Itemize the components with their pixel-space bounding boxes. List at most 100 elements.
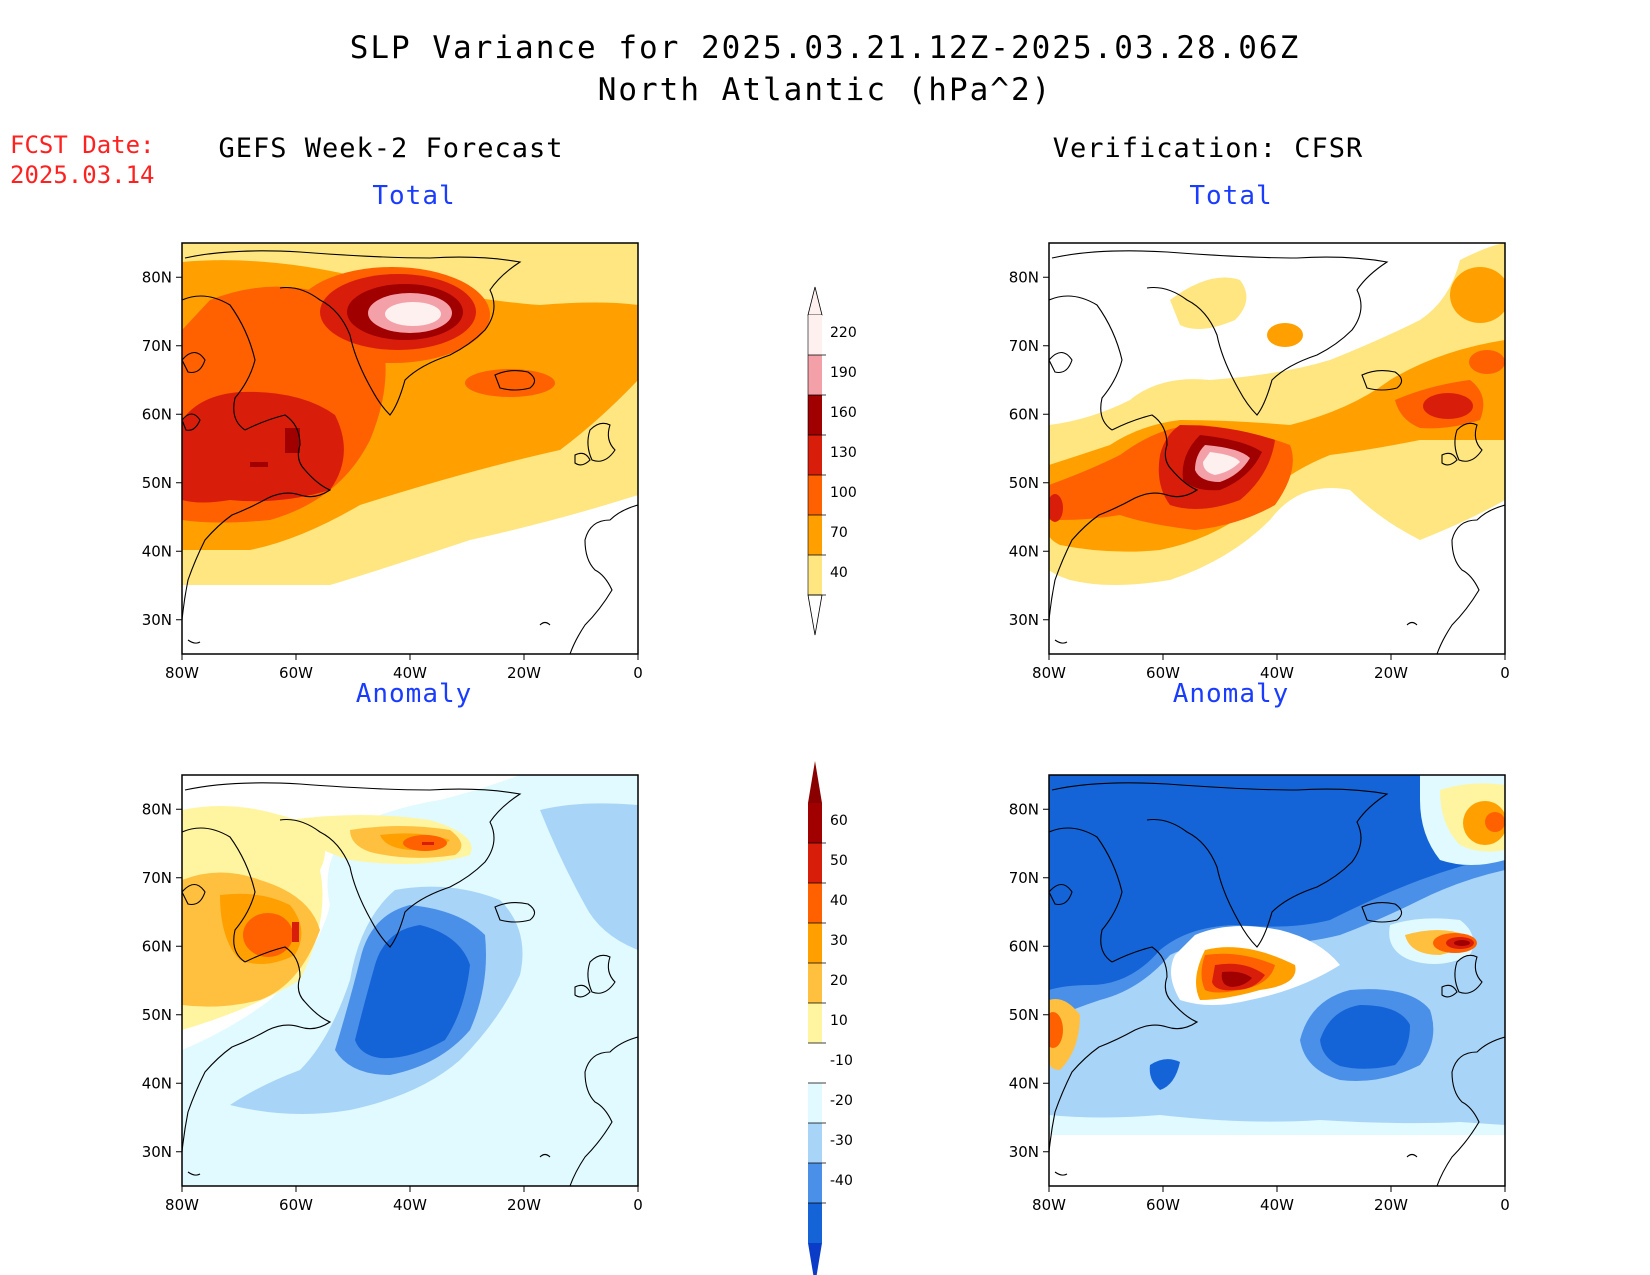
forecast-total-field [182,243,638,654]
verification-total-lat-label: 50N [1009,474,1039,492]
anomaly-colorbar-segment [808,803,822,843]
verification-total-lon-label: 40W [1260,664,1294,682]
verification-anomaly-lat-label: 70N [1009,869,1039,887]
verification-column-title: Verification: CFSR [1052,133,1364,164]
total-colorbar-segment [808,435,822,475]
verification-total-lat-label: 70N [1009,337,1039,355]
forecast-anomaly-subtitle: Anomaly [355,679,473,709]
anomaly-colorbar-segment [808,1123,822,1163]
verification-anomaly-lat-label: 50N [1009,1006,1039,1024]
verification-anomaly-lon-label: 80W [1032,1196,1066,1214]
total-colorbar-segment [808,315,822,355]
forecast-anomaly-lon-label: 20W [507,1196,541,1214]
anomaly-colorbar-segment [808,1083,822,1123]
total-colorbar-label: 40 [830,565,848,581]
verification-anomaly-lon-label: 20W [1374,1196,1408,1214]
verification-anomaly-field [1049,775,1505,1186]
anomaly-colorbar: 60 50 40 30 20 10 -10 -20 -30 -40 [808,761,853,1275]
anomaly-colorbar-bottom-cap [808,1243,822,1275]
forecast-anomaly-lat-label: 60N [142,937,172,955]
total-colorbar-label: 190 [830,365,857,381]
forecast-column-title: GEFS Week-2 Forecast [218,133,564,164]
anomaly-colorbar-label: 20 [830,973,848,989]
forecast-total-lon-label: 80W [165,664,199,682]
forecast-total-lat-label: 50N [142,474,172,492]
verification-anomaly-lon-label: 0 [1500,1196,1510,1214]
verification-total-lon-label: 60W [1146,664,1180,682]
verification-total-lat-label: 40N [1009,542,1039,560]
forecast-total-subtitle: Total [372,181,456,211]
anomaly-colorbar-label: -40 [830,1173,853,1189]
anomaly-colorbar-segment [808,1203,822,1243]
forecast-anomaly-lat-label: 80N [142,800,172,818]
anomaly-colorbar-label: 50 [830,853,848,869]
forecast-total-lon-label: 60W [279,664,313,682]
anomaly-colorbar-segment [808,963,822,1003]
total-colorbar-label: 70 [830,525,848,541]
forecast-anomaly-lon-label: 80W [165,1196,199,1214]
total-colorbar-segment [808,355,822,395]
verification-anomaly-lat-label: 30N [1009,1143,1039,1161]
verification-total-lat-label: 30N [1009,611,1039,629]
total-colorbar-segment [808,555,822,595]
anomaly-colorbar-segment [808,1163,822,1203]
verification-anomaly-lat-label: 40N [1009,1074,1039,1092]
verification-total-lat-label: 60N [1009,405,1039,423]
anomaly-colorbar-segment [808,883,822,923]
anomaly-colorbar-label: 40 [830,893,848,909]
verification-anomaly-coastlines [1049,782,1505,1186]
anomaly-colorbar-segment [808,1043,822,1083]
anomaly-colorbar-label: 60 [830,813,848,829]
total-colorbar-label: 100 [830,485,857,501]
verification-anomaly-lat-label: 80N [1009,800,1039,818]
forecast-total-lon-label: 40W [393,664,427,682]
forecast-anomaly-lat-label: 70N [142,869,172,887]
anomaly-colorbar-label: -30 [830,1133,853,1149]
forecast-total-coastlines [182,250,638,654]
anomaly-colorbar-segment [808,843,822,883]
main-title: SLP Variance for 2025.03.21.12Z-2025.03.… [349,30,1301,66]
forecast-total-map [181,242,639,655]
forecast-total-lat-label: 40N [142,542,172,560]
verification-anomaly-lon-label: 40W [1260,1196,1294,1214]
anomaly-colorbar-top-cap [808,761,822,803]
anomaly-colorbar-label: -10 [830,1053,853,1069]
axis-ticks: 80W 60W 40W 20W 0 80N 70N 60N 50N 40N 30N 80W 60W 40W… [142,268,1510,1214]
total-colorbar-segment [808,515,822,555]
forecast-anomaly-lat-label: 50N [142,1006,172,1024]
forecast-total-lat-label: 80N [142,268,172,286]
verification-total-field [1049,243,1505,654]
total-colorbar-label: 160 [830,405,857,421]
verification-anomaly-map [1048,774,1506,1187]
main-subtitle: North Atlantic (hPa^2) [597,72,1053,108]
verification-anomaly-lat-label: 60N [1009,937,1039,955]
anomaly-colorbar-label: -20 [830,1093,853,1109]
forecast-anomaly-lat-label: 30N [142,1143,172,1161]
verification-total-lat-label: 80N [1009,268,1039,286]
total-colorbar-label: 130 [830,445,857,461]
anomaly-colorbar-segment [808,1003,822,1043]
verification-anomaly-subtitle: Anomaly [1172,679,1290,709]
fcst-date-label: FCST Date: [10,131,155,159]
total-colorbar-label: 220 [830,325,857,341]
anomaly-colorbar-segment [808,923,822,963]
forecast-total-lon-label: 20W [507,664,541,682]
forecast-total-lat-label: 60N [142,405,172,423]
verification-total-map [1048,242,1506,655]
forecast-anomaly-lon-label: 40W [393,1196,427,1214]
forecast-anomaly-lon-label: 0 [633,1196,643,1214]
forecast-anomaly-field [182,775,638,1186]
forecast-total-lat-label: 70N [142,337,172,355]
forecast-anomaly-map [181,774,639,1187]
fcst-date-value: 2025.03.14 [10,161,155,189]
forecast-total-lat-label: 30N [142,611,172,629]
verification-total-lon-label: 0 [1500,664,1510,682]
total-colorbar-top-cap [807,286,823,316]
anomaly-colorbar-label: 30 [830,933,848,949]
anomaly-colorbar-label: 10 [830,1013,848,1029]
forecast-anomaly-lat-label: 40N [142,1074,172,1092]
verification-total-coastlines [1049,250,1505,654]
forecast-total-lon-label: 0 [633,664,643,682]
forecast-anomaly-lon-label: 60W [279,1196,313,1214]
